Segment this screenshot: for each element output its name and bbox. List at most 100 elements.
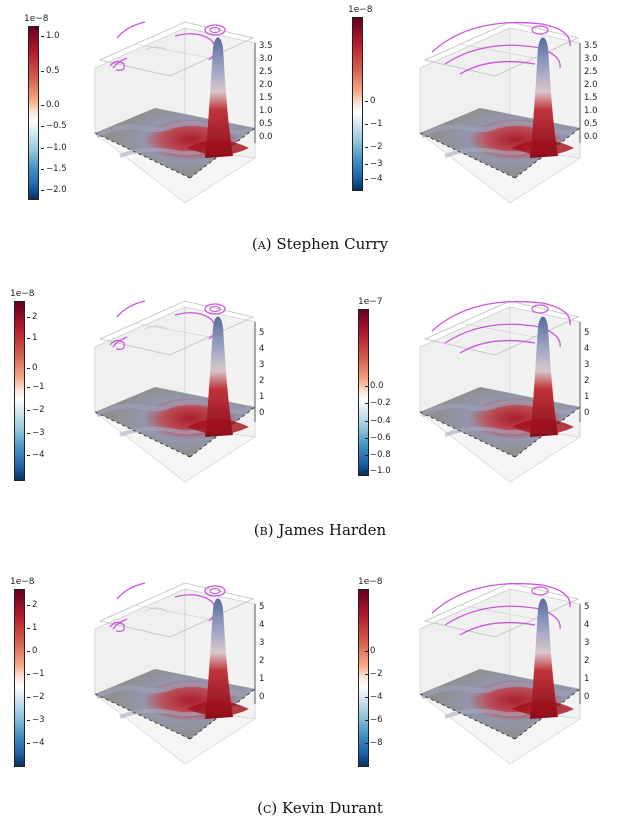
colorbar-tick: −1 xyxy=(27,669,45,679)
colorbar-exponent: 1e−8 xyxy=(10,577,35,587)
colorbar-tick: 0 xyxy=(364,96,376,106)
z-tick-labels: 5 4 3 2 1 0 xyxy=(584,328,589,418)
z-tick: 3.0 xyxy=(259,54,273,64)
colorbar-tick: −6 xyxy=(365,715,383,725)
colorbar-tick: −0.4 xyxy=(365,416,391,426)
caption-label: (c) xyxy=(257,799,278,817)
z-tick: 1.5 xyxy=(584,93,598,103)
z-tick: 0.0 xyxy=(584,132,598,142)
surface-plot-b-right: 5 4 3 2 1 0 xyxy=(400,287,589,492)
colorbar-tick: 1 xyxy=(26,333,38,343)
z-tick: 3 xyxy=(584,360,589,370)
caption-player-name: Kevin Durant xyxy=(282,799,383,817)
z-tick: 1.0 xyxy=(584,106,598,116)
z-tick: 0.5 xyxy=(584,119,598,129)
colorbar-gradient xyxy=(14,589,25,767)
z-tick: 5 xyxy=(584,602,589,612)
surface-plot-a-right: 3.5 3.0 2.5 2.0 1.5 1.0 0.5 0.0 xyxy=(400,8,598,213)
z-tick: 4 xyxy=(584,620,589,630)
z-tick-labels: 5 4 3 2 1 0 xyxy=(259,328,264,418)
colorbar-tick: 2 xyxy=(26,600,38,610)
z-tick: 1 xyxy=(584,392,589,402)
z-tick: 0 xyxy=(584,692,589,702)
colorbar-tick: −8 xyxy=(365,738,383,748)
colorbar-tick: 0.0 xyxy=(365,381,384,391)
colorbar-exponent: 1e−7 xyxy=(358,297,383,307)
caption-label: (a) xyxy=(251,235,272,253)
z-tick-labels: 5 4 3 2 1 0 xyxy=(259,602,264,702)
colorbar-gradient xyxy=(358,589,369,767)
colorbar-tick: 1 xyxy=(26,623,38,633)
figure-c: 1e−8 2 1 0 −1 −2 −3 −4 5 4 3 2 1 0 1e−8 … xyxy=(0,567,640,827)
z-tick: 2.0 xyxy=(259,80,273,90)
colorbar-tick: −2 xyxy=(27,692,45,702)
z-tick: 2.0 xyxy=(584,80,598,90)
caption-player-name: Stephen Curry xyxy=(276,235,389,253)
colorbar-gradient xyxy=(358,309,369,476)
colorbar-tick: −2 xyxy=(365,669,383,679)
colorbar-tick: −0.6 xyxy=(365,433,391,443)
colorbar-tick: −4 xyxy=(365,174,383,184)
z-tick: 0 xyxy=(259,692,264,702)
colorbar-tick: 0.5 xyxy=(41,66,60,76)
z-tick: 4 xyxy=(584,344,589,354)
z-tick-labels: 3.5 3.0 2.5 2.0 1.5 1.0 0.5 0.0 xyxy=(584,41,598,142)
colorbar-gradient xyxy=(14,301,25,481)
z-tick: 3 xyxy=(259,638,264,648)
z-tick: 2 xyxy=(259,656,264,666)
colorbar-tick: 1.0 xyxy=(41,31,60,41)
surface-plot-c-left: 5 4 3 2 1 0 xyxy=(75,569,264,774)
colorbar-tick: −3 xyxy=(27,715,45,725)
surface-plot-c-right: 5 4 3 2 1 0 xyxy=(400,569,589,774)
z-tick: 1.5 xyxy=(259,93,273,103)
z-tick: 0 xyxy=(584,408,589,418)
z-tick: 2 xyxy=(584,376,589,386)
z-tick: 1.0 xyxy=(259,106,273,116)
colorbar-tick: −3 xyxy=(365,159,383,169)
z-tick-labels: 3.5 3.0 2.5 2.0 1.5 1.0 0.5 0.0 xyxy=(259,41,273,142)
z-tick: 3.0 xyxy=(584,54,598,64)
figure-caption-c: (c) Kevin Durant xyxy=(0,799,640,817)
colorbar-exponent: 1e−8 xyxy=(358,577,383,587)
z-tick: 5 xyxy=(584,328,589,338)
z-tick: 2 xyxy=(259,376,264,386)
caption-label: (b) xyxy=(253,521,274,539)
colorbar-tick: −3 xyxy=(27,428,45,438)
surface-plot-b-left: 5 4 3 2 1 0 xyxy=(75,287,264,492)
z-tick: 3.5 xyxy=(259,41,273,51)
figure-caption-b: (b) James Harden xyxy=(0,521,640,539)
figure-caption-a: (a) Stephen Curry xyxy=(0,235,640,253)
figure-b: 1e−8 2 1 0 −1 −2 −3 −4 5 4 3 2 1 0 1e−7 … xyxy=(0,277,640,547)
colorbar-tick: −1 xyxy=(365,119,383,129)
colorbar-tick: −1.0 xyxy=(365,466,391,476)
z-tick: 4 xyxy=(259,344,264,354)
figure-a: 1e−8 1.0 0.5 0.0 −0.5 −1.0 −1.5 −2.0 3.5… xyxy=(0,0,640,265)
colorbar-tick: 0 xyxy=(364,646,376,656)
z-tick-labels: 5 4 3 2 1 0 xyxy=(584,602,589,702)
colorbar-tick: 0.0 xyxy=(41,100,60,110)
z-tick: 4 xyxy=(259,620,264,630)
colorbar-exponent: 1e−8 xyxy=(348,5,373,15)
colorbar-exponent: 1e−8 xyxy=(10,289,35,299)
z-tick: 1 xyxy=(259,674,264,684)
colorbar-tick: −0.2 xyxy=(365,398,391,408)
z-tick: 2.5 xyxy=(584,67,598,77)
surface-plot-a-left: 3.5 3.0 2.5 2.0 1.5 1.0 0.5 0.0 xyxy=(75,8,273,213)
colorbar-tick: −4 xyxy=(365,692,383,702)
z-tick: 3 xyxy=(259,360,264,370)
z-tick: 0 xyxy=(259,408,264,418)
caption-player-name: James Harden xyxy=(278,521,387,539)
colorbar-tick: −1.0 xyxy=(41,143,67,153)
z-tick: 0.0 xyxy=(259,132,273,142)
colorbar-exponent: 1e−8 xyxy=(24,14,49,24)
z-tick: 3 xyxy=(584,638,589,648)
colorbar-tick: −1 xyxy=(27,382,45,392)
colorbar-gradient xyxy=(28,26,39,200)
colorbar-tick: −4 xyxy=(27,450,45,460)
z-tick: 2.5 xyxy=(259,67,273,77)
z-tick: 5 xyxy=(259,328,264,338)
colorbar-tick: −1.5 xyxy=(41,164,67,174)
z-tick: 5 xyxy=(259,602,264,612)
colorbar-tick: −2 xyxy=(365,142,383,152)
colorbar-tick: −0.8 xyxy=(365,450,391,460)
